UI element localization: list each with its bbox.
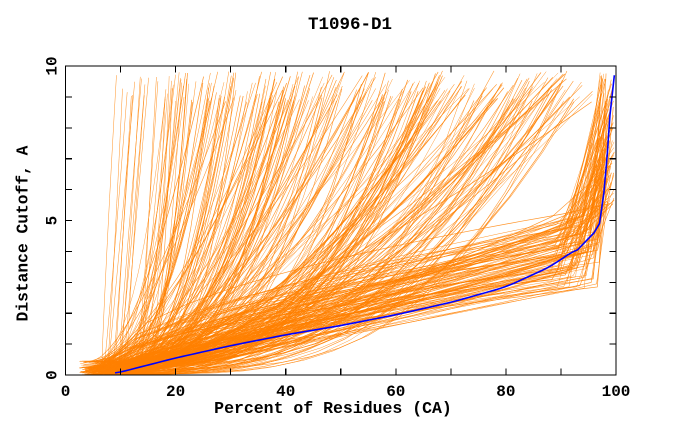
svg-text:40: 40 — [276, 383, 295, 401]
svg-text:5: 5 — [44, 216, 62, 226]
svg-text:80: 80 — [496, 383, 515, 401]
svg-text:60: 60 — [386, 383, 405, 401]
svg-text:100: 100 — [602, 383, 631, 401]
svg-text:20: 20 — [166, 383, 185, 401]
svg-text:10: 10 — [44, 56, 62, 75]
svg-text:0: 0 — [44, 370, 62, 380]
svg-text:0: 0 — [61, 383, 71, 401]
